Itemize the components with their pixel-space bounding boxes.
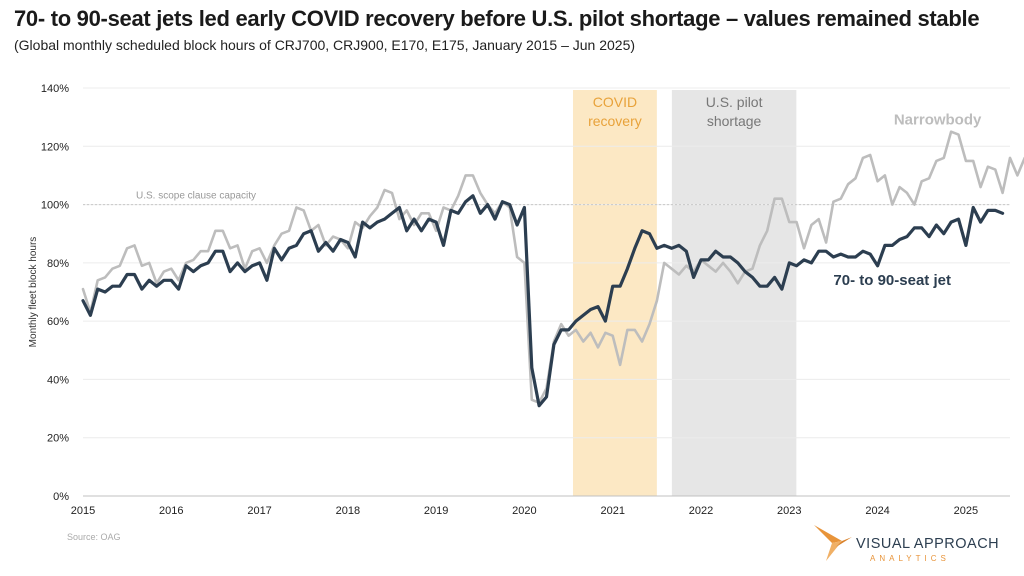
y-tick-label: 0% — [53, 491, 69, 503]
logo-text: VISUAL APPROACH — [856, 536, 1000, 552]
pilot-shortage-label: U.S. pilot — [706, 94, 763, 110]
pilot-shortage-band — [671, 90, 797, 496]
x-tick-label: 2024 — [865, 505, 889, 517]
x-tick-label: 2018 — [336, 505, 360, 517]
logo-subtext: ANALYTICS — [870, 554, 950, 563]
scope-clause-reference: U.S. scope clause capacity — [83, 191, 1010, 206]
y-tick-label: 100% — [41, 200, 69, 212]
x-tick-label: 2019 — [424, 505, 448, 517]
x-tick-label: 2017 — [247, 505, 271, 517]
chart-title: 70- to 90-seat jets led early COVID reco… — [14, 6, 980, 31]
x-tick-label: 2021 — [600, 505, 624, 517]
x-tick-label: 2025 — [954, 505, 978, 517]
x-tick-label: 2022 — [689, 505, 713, 517]
covid-recovery-label: COVID — [593, 94, 637, 110]
y-tick-label: 120% — [41, 141, 69, 153]
annotation-bands: COVID recovery U.S. pilot shortage — [572, 90, 797, 496]
source-note: Source: OAG — [67, 532, 121, 542]
series-lines — [81, 130, 1024, 408]
covid-recovery-band — [572, 90, 657, 496]
y-tick-label: 40% — [47, 374, 69, 386]
x-tick-label: 2015 — [71, 505, 95, 517]
y-tick-label: 20% — [47, 433, 69, 445]
company-logo: VISUAL APPROACH ANALYTICS — [812, 521, 1012, 563]
y-tick-label: 80% — [47, 258, 69, 270]
pilot-shortage-label: shortage — [707, 113, 762, 129]
regional-jet-line — [81, 194, 1005, 408]
logo-mark-icon — [814, 525, 852, 561]
chart-subtitle: (Global monthly scheduled block hours of… — [14, 37, 636, 53]
y-axis-label: Monthly fleet block hours — [28, 237, 39, 348]
x-tick-label: 2020 — [512, 505, 536, 517]
covid-recovery-label: recovery — [588, 113, 642, 129]
y-tick-label: 140% — [41, 83, 69, 95]
narrowbody-line — [81, 130, 1024, 405]
series-labels: Narrowbody 70- to 90-seat jet — [833, 111, 982, 289]
grid-lines — [83, 87, 1010, 439]
regional-jet-series-label: 70- to 90-seat jet — [833, 272, 951, 289]
x-tick-label: 2023 — [777, 505, 801, 517]
y-tick-label: 60% — [47, 316, 69, 328]
narrowbody-series-label: Narrowbody — [894, 111, 982, 128]
x-tick-label: 2016 — [159, 505, 183, 517]
axes: 0% 20% 40% 60% 80% 100% 120% 140% 2015 2016 2017 20… — [28, 83, 1010, 517]
scope-clause-label: U.S. scope clause capacity — [136, 191, 256, 202]
